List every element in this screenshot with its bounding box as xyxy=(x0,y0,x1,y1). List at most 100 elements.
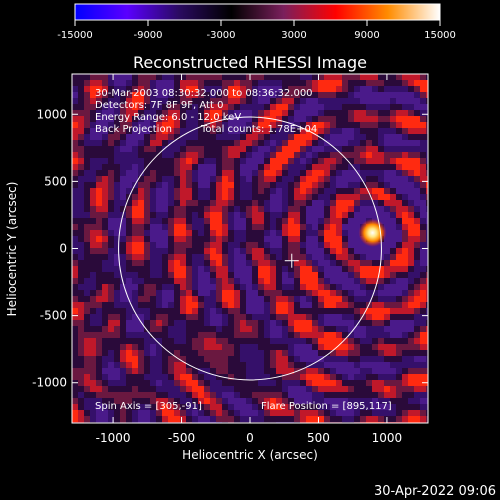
heatmap-cell xyxy=(252,104,258,110)
heatmap-cell xyxy=(264,338,270,344)
heatmap-cell xyxy=(282,374,288,380)
heatmap-cell xyxy=(324,206,330,212)
heatmap-cell xyxy=(186,350,192,356)
heatmap-cell xyxy=(360,398,366,404)
heatmap-cell xyxy=(420,122,426,128)
heatmap-cell xyxy=(420,410,426,416)
heatmap-cell xyxy=(378,176,384,182)
heatmap-cell xyxy=(144,182,150,188)
heatmap-cell xyxy=(318,98,324,104)
heatmap-cell xyxy=(192,224,198,230)
heatmap-cell xyxy=(348,350,354,356)
heatmap-cell xyxy=(426,236,428,242)
heatmap-cell xyxy=(156,284,162,290)
heatmap-cell xyxy=(324,410,330,416)
heatmap-cell xyxy=(174,272,180,278)
heatmap-cell xyxy=(234,92,240,98)
heatmap-cell xyxy=(240,116,246,122)
heatmap-cell xyxy=(384,182,390,188)
heatmap-cell xyxy=(96,410,102,416)
heatmap-cell xyxy=(192,218,198,224)
heatmap-cell xyxy=(138,296,144,302)
heatmap-cell xyxy=(144,290,150,296)
heatmap-cell xyxy=(192,344,198,350)
heatmap-cell xyxy=(318,332,324,338)
heatmap-cell xyxy=(192,164,198,170)
heatmap-cell xyxy=(288,200,294,206)
heatmap-cell xyxy=(282,188,288,194)
heatmap-cell xyxy=(288,392,294,398)
heatmap-cell xyxy=(336,350,342,356)
heatmap-cell xyxy=(402,416,408,422)
heatmap-cell xyxy=(336,242,342,248)
heatmap-cell xyxy=(306,356,312,362)
heatmap-cell xyxy=(270,302,276,308)
heatmap-cell xyxy=(324,398,330,404)
heatmap-cell xyxy=(306,254,312,260)
heatmap-cell xyxy=(102,416,108,422)
heatmap-cell xyxy=(342,254,348,260)
heatmap-cell xyxy=(84,188,90,194)
heatmap-cell xyxy=(354,398,360,404)
heatmap-cell xyxy=(120,296,126,302)
heatmap-cell xyxy=(408,164,414,170)
heatmap-cell xyxy=(144,416,150,422)
heatmap-cell xyxy=(156,218,162,224)
heatmap-cell xyxy=(276,164,282,170)
heatmap-cell xyxy=(180,326,186,332)
heatmap-cell xyxy=(120,314,126,320)
heatmap-cell xyxy=(384,86,390,92)
heatmap-cell xyxy=(216,92,222,98)
heatmap-cell xyxy=(78,212,84,218)
heatmap-cell xyxy=(354,122,360,128)
heatmap-cell xyxy=(318,278,324,284)
heatmap-cell xyxy=(126,374,132,380)
heatmap-cell xyxy=(408,368,414,374)
heatmap-cell xyxy=(318,182,324,188)
heatmap-cell xyxy=(90,92,96,98)
heatmap-cell xyxy=(342,224,348,230)
heatmap-cell xyxy=(270,338,276,344)
heatmap-cell xyxy=(162,266,168,272)
heatmap-cell xyxy=(228,194,234,200)
heatmap-cell xyxy=(414,230,420,236)
heatmap-cell xyxy=(252,326,258,332)
x-tick-label: -500 xyxy=(168,431,195,445)
heatmap-cell xyxy=(396,230,402,236)
heatmap-cell xyxy=(210,122,216,128)
heatmap-cell xyxy=(396,182,402,188)
heatmap-cell xyxy=(300,410,306,416)
heatmap-cell xyxy=(408,182,414,188)
heatmap-cell xyxy=(312,122,318,128)
heatmap-cell xyxy=(234,278,240,284)
heatmap-cell xyxy=(318,362,324,368)
heatmap-cell xyxy=(228,308,234,314)
heatmap-cell xyxy=(228,230,234,236)
heatmap-cell xyxy=(180,176,186,182)
heatmap-cell xyxy=(180,350,186,356)
heatmap-cell xyxy=(372,134,378,140)
heatmap-cell xyxy=(294,386,300,392)
heatmap-cell xyxy=(96,386,102,392)
heatmap-cell xyxy=(156,260,162,266)
heatmap-cell xyxy=(330,206,336,212)
heatmap-cell xyxy=(102,404,108,410)
heatmap-cell xyxy=(354,194,360,200)
heatmap-cell xyxy=(330,260,336,266)
heatmap-cell xyxy=(264,248,270,254)
heatmap-cell xyxy=(312,356,318,362)
heatmap-cell xyxy=(252,134,258,140)
heatmap-cell xyxy=(420,290,426,296)
heatmap-cell xyxy=(390,338,396,344)
heatmap-cell xyxy=(126,320,132,326)
heatmap-cell xyxy=(132,158,138,164)
heatmap-cell xyxy=(90,116,96,122)
heatmap-cell xyxy=(102,224,108,230)
heatmap-cell xyxy=(90,74,96,80)
heatmap-cell xyxy=(180,416,186,422)
heatmap-cell xyxy=(156,146,162,152)
heatmap-cell xyxy=(108,248,114,254)
heatmap-cell xyxy=(330,416,336,422)
heatmap-cell xyxy=(330,158,336,164)
heatmap-cell xyxy=(84,206,90,212)
